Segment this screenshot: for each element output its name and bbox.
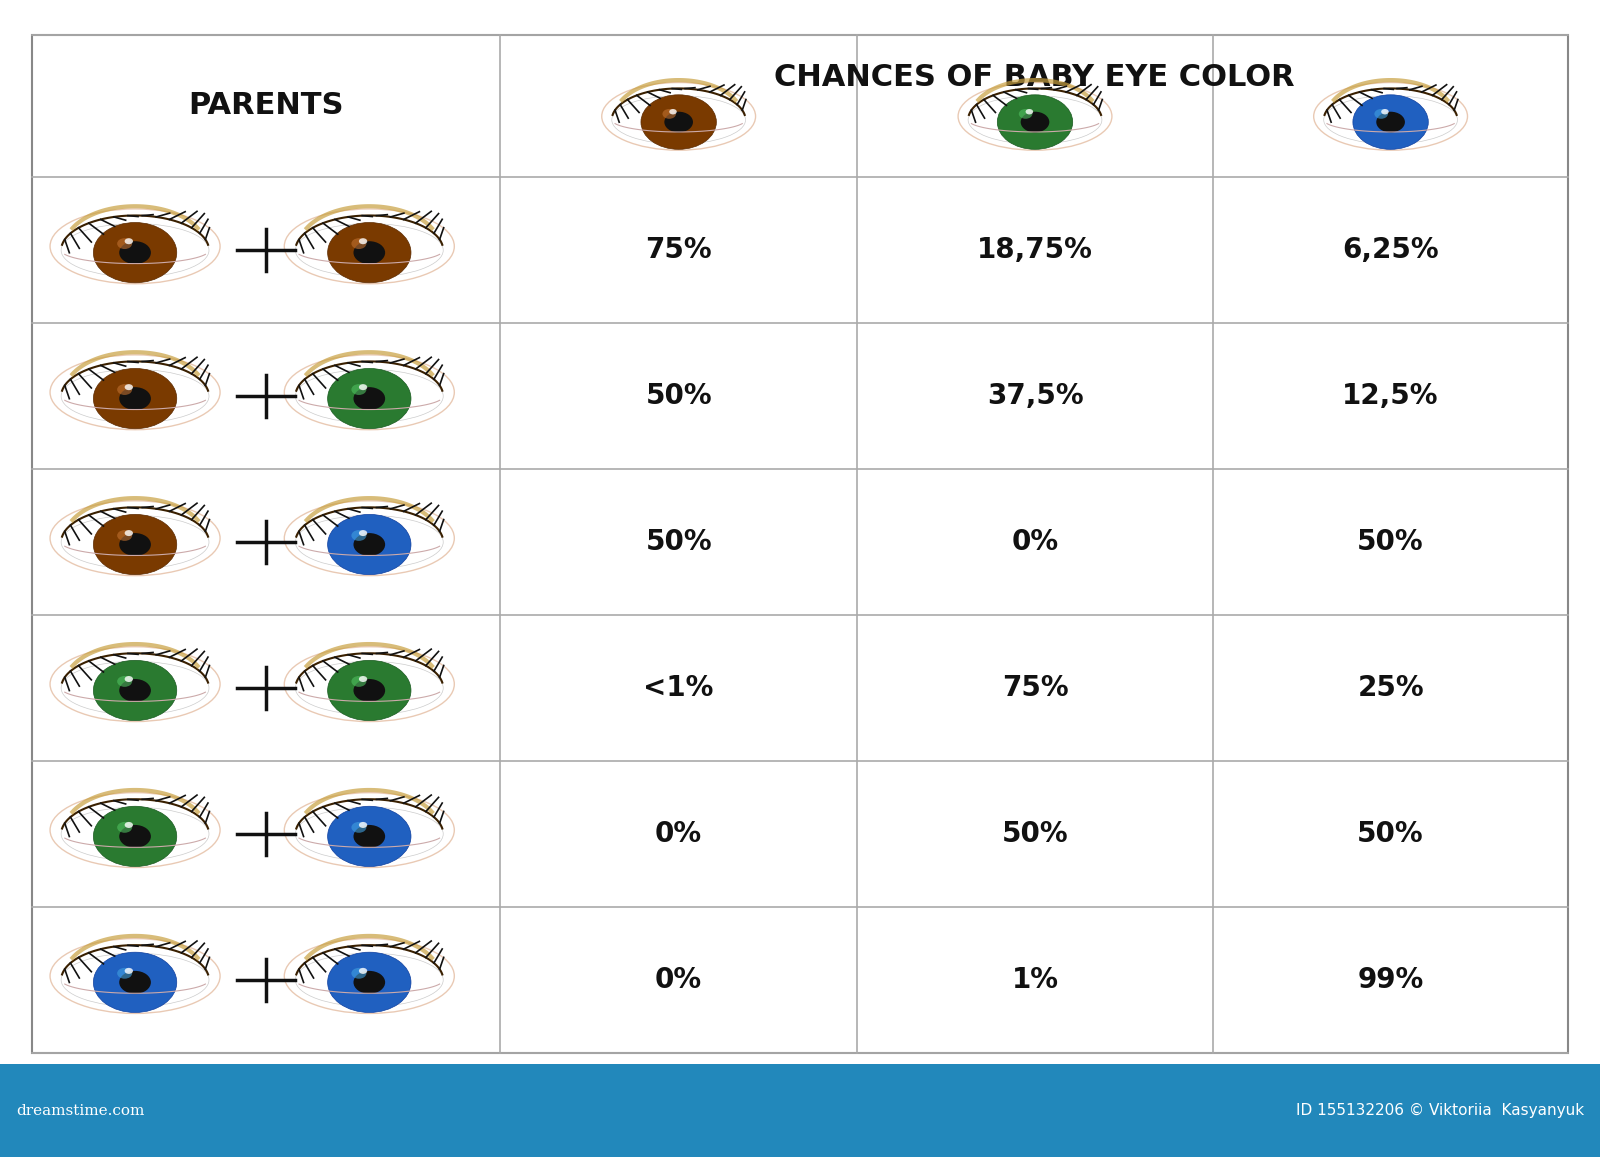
Ellipse shape — [296, 515, 443, 569]
Text: 50%: 50% — [645, 528, 712, 557]
Circle shape — [352, 821, 366, 833]
Circle shape — [328, 661, 411, 721]
Circle shape — [117, 821, 133, 833]
Ellipse shape — [296, 662, 443, 715]
Circle shape — [1019, 109, 1032, 119]
Text: 6,25%: 6,25% — [1342, 236, 1438, 264]
Circle shape — [352, 384, 366, 395]
Circle shape — [125, 968, 133, 974]
Bar — [32, 35, 1568, 1053]
Circle shape — [120, 241, 150, 264]
Circle shape — [93, 368, 176, 429]
Circle shape — [352, 238, 366, 249]
Text: 99%: 99% — [1357, 966, 1424, 994]
Circle shape — [125, 530, 133, 536]
Circle shape — [328, 222, 411, 282]
Circle shape — [117, 968, 133, 979]
Text: 0%: 0% — [654, 820, 702, 848]
Circle shape — [1376, 112, 1405, 132]
Circle shape — [1381, 109, 1389, 115]
Circle shape — [328, 515, 411, 575]
Ellipse shape — [296, 953, 443, 1007]
Circle shape — [352, 676, 366, 687]
Text: 75%: 75% — [645, 236, 712, 264]
Ellipse shape — [968, 96, 1102, 143]
Circle shape — [352, 968, 366, 979]
Text: 37,5%: 37,5% — [987, 382, 1083, 411]
Circle shape — [125, 821, 133, 828]
Circle shape — [354, 388, 386, 410]
Circle shape — [354, 679, 386, 702]
Ellipse shape — [61, 515, 210, 569]
Text: dreamstime.com: dreamstime.com — [16, 1104, 144, 1118]
Circle shape — [358, 238, 368, 244]
Circle shape — [120, 825, 150, 848]
Circle shape — [120, 971, 150, 994]
Ellipse shape — [296, 223, 443, 277]
Circle shape — [125, 238, 133, 244]
Bar — [0, 1064, 1600, 1157]
Circle shape — [328, 806, 411, 867]
Circle shape — [358, 676, 368, 681]
Circle shape — [120, 679, 150, 702]
Circle shape — [93, 806, 176, 867]
Text: 18,75%: 18,75% — [978, 236, 1093, 264]
Text: 50%: 50% — [1002, 820, 1069, 848]
Circle shape — [117, 384, 133, 395]
Text: <1%: <1% — [643, 675, 714, 702]
Circle shape — [1026, 109, 1034, 115]
Ellipse shape — [296, 369, 443, 423]
Circle shape — [358, 821, 368, 828]
Circle shape — [1021, 112, 1050, 132]
Text: CHANCES OF BABY EYE COLOR: CHANCES OF BABY EYE COLOR — [774, 62, 1294, 91]
Circle shape — [93, 952, 176, 1012]
Ellipse shape — [1323, 96, 1458, 143]
Ellipse shape — [61, 223, 210, 277]
Circle shape — [125, 676, 133, 681]
Circle shape — [93, 515, 176, 575]
Circle shape — [120, 388, 150, 410]
Circle shape — [358, 384, 368, 390]
Circle shape — [125, 384, 133, 390]
Text: 50%: 50% — [1357, 820, 1424, 848]
Ellipse shape — [61, 369, 210, 423]
Text: 0%: 0% — [654, 966, 702, 994]
Ellipse shape — [611, 96, 746, 143]
Circle shape — [354, 533, 386, 557]
Circle shape — [117, 530, 133, 541]
Circle shape — [662, 109, 677, 119]
Circle shape — [669, 109, 677, 115]
Circle shape — [1374, 109, 1387, 119]
Ellipse shape — [61, 808, 210, 861]
Text: 25%: 25% — [1357, 675, 1424, 702]
Circle shape — [354, 825, 386, 848]
Circle shape — [120, 533, 150, 557]
Circle shape — [358, 530, 368, 536]
Ellipse shape — [61, 953, 210, 1007]
Circle shape — [93, 661, 176, 721]
Circle shape — [117, 238, 133, 249]
Text: 1%: 1% — [1011, 966, 1059, 994]
Circle shape — [664, 112, 693, 132]
Ellipse shape — [296, 808, 443, 861]
Text: 50%: 50% — [645, 382, 712, 411]
Circle shape — [328, 952, 411, 1012]
Text: 75%: 75% — [1002, 675, 1069, 702]
Text: 0%: 0% — [1011, 528, 1059, 557]
Circle shape — [117, 676, 133, 687]
Circle shape — [354, 241, 386, 264]
Text: 50%: 50% — [1357, 528, 1424, 557]
Text: 12,5%: 12,5% — [1342, 382, 1438, 411]
Circle shape — [328, 368, 411, 429]
Circle shape — [1354, 95, 1429, 149]
Ellipse shape — [61, 662, 210, 715]
Circle shape — [358, 968, 368, 974]
Circle shape — [997, 95, 1072, 149]
Circle shape — [642, 95, 717, 149]
Text: ID 155132206 © Viktoriia  Kasyanyuk: ID 155132206 © Viktoriia Kasyanyuk — [1296, 1104, 1584, 1118]
Circle shape — [93, 222, 176, 282]
Circle shape — [352, 530, 366, 541]
Circle shape — [354, 971, 386, 994]
Text: PARENTS: PARENTS — [189, 91, 344, 120]
